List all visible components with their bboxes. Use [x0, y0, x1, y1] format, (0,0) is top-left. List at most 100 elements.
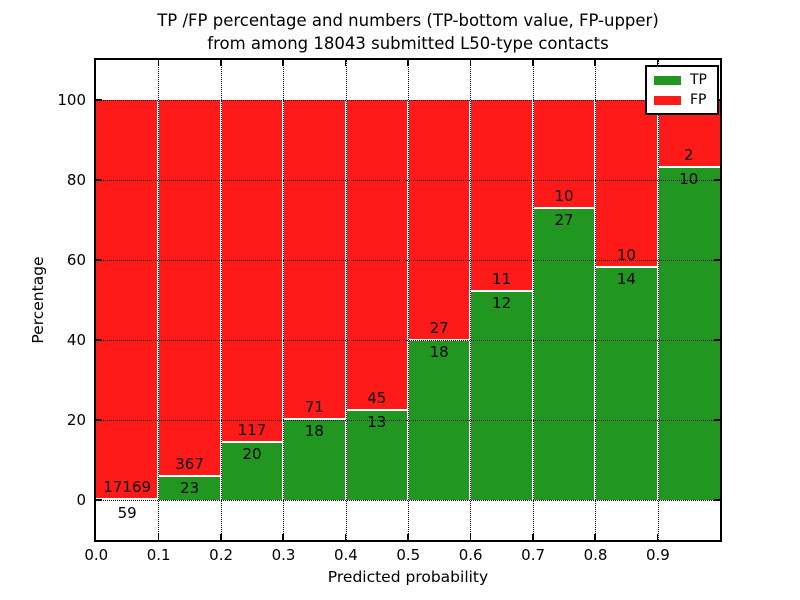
- tick-mark: [594, 534, 596, 540]
- bar-tp-segment: [158, 476, 221, 500]
- bar-fp-segment: [532, 100, 596, 209]
- bar-segment-boundary: [283, 418, 346, 421]
- y-tick-label: 0: [76, 491, 86, 509]
- bar-segment-boundary: [657, 165, 720, 168]
- bar-tp-segment: [283, 419, 346, 500]
- tick-mark: [407, 534, 409, 540]
- legend-label-fp: FP: [690, 92, 707, 108]
- tick-mark: [96, 339, 102, 341]
- bar-fp-segment: [345, 100, 408, 411]
- bar-tp-segment: [345, 410, 408, 500]
- bar-fp-count-label: 27: [429, 319, 449, 337]
- tick-mark: [157, 534, 160, 540]
- y-tick-label: 80: [66, 171, 86, 189]
- bar-segment-boundary: [470, 290, 533, 293]
- bar-fp-count-label: 10: [616, 245, 636, 264]
- legend-label-tp: TP: [690, 72, 707, 88]
- bar-fp-segment: [408, 100, 471, 340]
- bar-segment-boundary: [96, 497, 159, 500]
- tick-mark: [96, 99, 102, 101]
- x-axis-label: Predicted probability: [327, 568, 489, 586]
- bar-fp-count-label: 2: [684, 145, 694, 164]
- x-tick-label: 0.2: [209, 546, 234, 564]
- x-tick-label: 0.1: [146, 546, 171, 564]
- bar-fp-segment: [595, 100, 658, 267]
- chart-title-line1: TP /FP percentage and numbers (TP-bottom…: [157, 11, 659, 30]
- plot-frame: 17169 59 367 23 117 20 71 18 45 13 27 18 11 12 10 27 10 1…: [94, 58, 722, 542]
- tick-mark: [96, 499, 102, 501]
- bar-tp-count-label: 18: [429, 343, 449, 361]
- x-tick-label: 0.8: [583, 546, 608, 564]
- x-tick-label: 0.5: [396, 546, 421, 564]
- tick-mark: [714, 259, 720, 261]
- legend-swatch-tp-icon: [654, 75, 681, 85]
- gridline-vertical: [532, 60, 534, 540]
- gridline-horizontal: [96, 420, 720, 421]
- gridline-vertical: [283, 60, 285, 540]
- gridline-vertical: [408, 60, 409, 540]
- bar-tp-count-label: 12: [492, 294, 512, 313]
- bar-fp-count-label: 10: [554, 187, 574, 206]
- bar-segment-boundary: [532, 207, 596, 210]
- tick-mark: [532, 534, 534, 540]
- bar-fp-count-label: 11: [492, 270, 512, 289]
- y-tick-label: 60: [66, 251, 86, 269]
- tick-mark: [282, 534, 284, 540]
- gridline-horizontal: [96, 340, 720, 341]
- bar-fp-count-label: 117: [237, 420, 267, 439]
- bar-tp-count-label: 59: [117, 504, 137, 522]
- bar-tp-count-label: 14: [616, 269, 636, 288]
- tick-mark: [656, 60, 659, 66]
- legend-row-tp: TP: [647, 73, 717, 87]
- bar-tp-segment: [470, 291, 533, 500]
- tick-mark: [220, 60, 222, 66]
- bar-tp-count-label: 20: [242, 444, 262, 463]
- legend: TP FP: [645, 65, 719, 115]
- bar-tp-count-label: 13: [367, 413, 387, 432]
- tick-mark: [157, 60, 160, 66]
- x-tick-label: 0.3: [271, 546, 296, 564]
- bar-segment-boundary: [345, 409, 408, 412]
- tick-mark: [96, 419, 102, 421]
- gridline-horizontal: [96, 500, 720, 501]
- tick-mark: [714, 339, 720, 341]
- bar-tp-count-label: 18: [304, 422, 324, 441]
- bar-tp-count-label: 27: [554, 211, 574, 230]
- gridline-horizontal: [96, 260, 720, 261]
- tick-mark: [96, 259, 102, 261]
- y-axis-label: Percentage: [29, 256, 47, 344]
- chart-title-line2: from among 18043 submitted L50-type cont…: [207, 34, 609, 53]
- gridline-vertical: [220, 60, 222, 540]
- bar-tp-count-label: 10: [679, 169, 699, 188]
- bar-fp-count-label: 71: [304, 398, 324, 417]
- gridline-vertical: [158, 60, 160, 540]
- x-tick-label: 0.9: [645, 546, 670, 564]
- gridline-vertical: [470, 60, 472, 540]
- tick-mark: [656, 534, 659, 540]
- gridline-horizontal: [96, 100, 720, 101]
- tick-mark: [220, 534, 222, 540]
- tick-mark: [344, 60, 347, 66]
- x-tick-label: 0.6: [458, 546, 483, 564]
- legend-swatch-fp-icon: [654, 95, 681, 105]
- bar-segment-boundary: [595, 265, 658, 268]
- tick-mark: [344, 534, 347, 540]
- bar-fp-segment: [96, 100, 159, 499]
- x-tick-label: 0.4: [333, 546, 358, 564]
- y-tick-label: 100: [57, 91, 86, 109]
- tick-mark: [714, 419, 720, 421]
- tick-mark: [594, 60, 596, 66]
- gridline-vertical: [657, 60, 659, 540]
- bar-tp-segment: [595, 266, 658, 500]
- gridline-vertical: [595, 60, 597, 540]
- tick-mark: [714, 179, 720, 181]
- tick-mark: [96, 179, 102, 181]
- bar-fp-segment: [158, 100, 221, 477]
- y-tick-label: 20: [66, 411, 86, 429]
- bar-fp-count-label: 17169: [103, 477, 152, 496]
- chart-title: TP /FP percentage and numbers (TP-bottom…: [96, 9, 720, 55]
- tick-mark: [282, 60, 284, 66]
- legend-row-fp: FP: [647, 93, 717, 107]
- bar-fp-segment: [470, 100, 533, 292]
